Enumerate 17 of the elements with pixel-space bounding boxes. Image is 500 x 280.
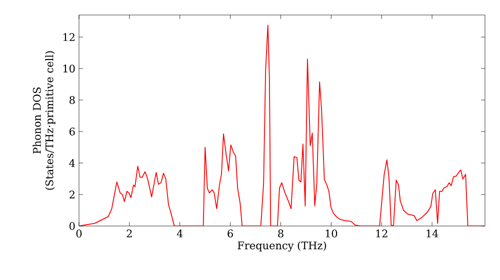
y-axis-title: Phonon DOS (States/THz·primitive cell) <box>32 51 56 190</box>
x-tick-label: 0 <box>76 230 82 238</box>
x-tick-label: 4 <box>176 230 183 238</box>
x-tick-label: 2 <box>126 230 132 238</box>
y-tick-label: 8 <box>70 96 75 104</box>
x-tick-label: 14 <box>426 230 438 238</box>
y-tick-label: 12 <box>63 33 74 41</box>
x-axis-title: Frequency (THz) <box>238 241 326 252</box>
y-tick-label: 4 <box>69 159 75 167</box>
x-tick-label: 6 <box>228 230 233 238</box>
y-tick-label: 10 <box>63 64 75 72</box>
y-tick-label: 0 <box>70 222 75 230</box>
x-tick-label: 12 <box>376 230 388 238</box>
x-tick-label: 8 <box>278 230 284 238</box>
y-tick-label: 2 <box>70 190 74 198</box>
x-tick-label: 10 <box>326 230 338 238</box>
y-tick-label: 6 <box>70 128 75 136</box>
